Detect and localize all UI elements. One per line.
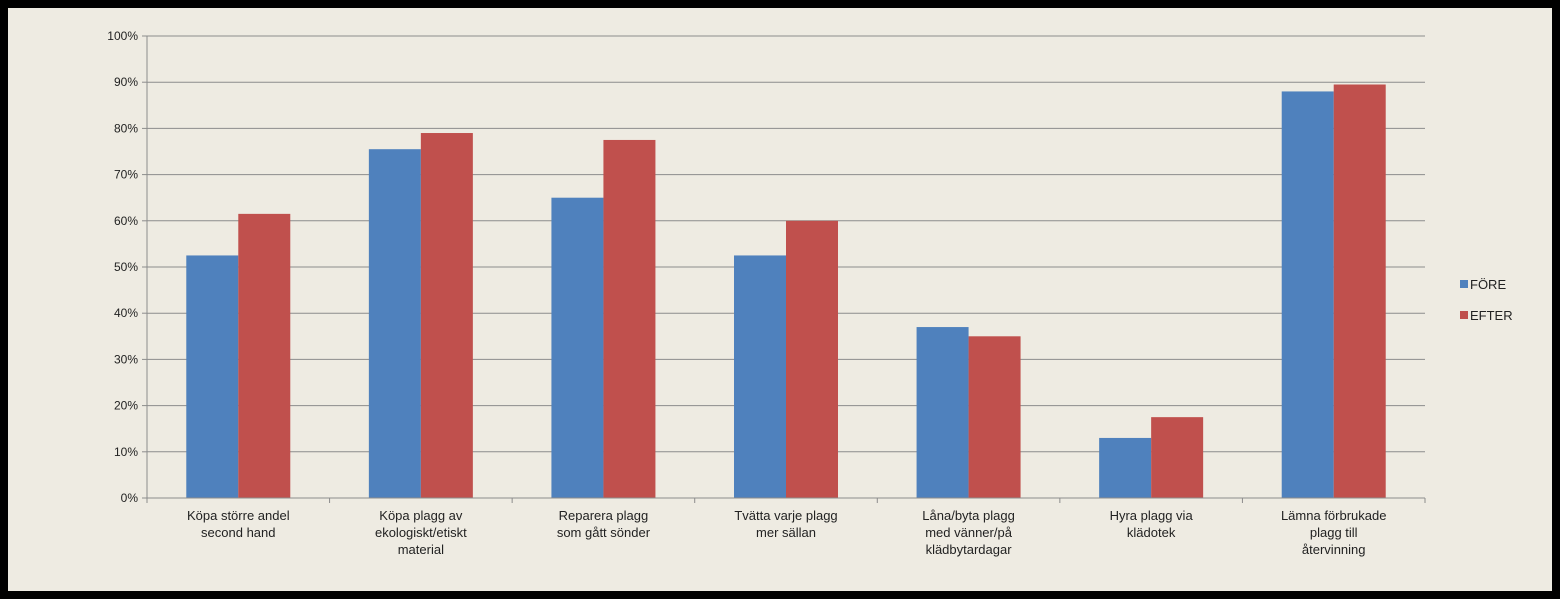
x-category-label: som gått sönder: [557, 525, 651, 540]
y-tick-label: 60%: [114, 214, 138, 228]
bar-fore: [551, 197, 604, 498]
x-category-label: ekologiskt/etiskt: [375, 525, 467, 540]
bar-efter: [1333, 84, 1386, 498]
bar-efter: [968, 336, 1021, 498]
x-category-label: Låna/byta plagg: [922, 508, 1015, 523]
y-tick-label: 10%: [114, 445, 138, 459]
x-category-label: klädotek: [1127, 525, 1176, 540]
y-tick-label: 90%: [114, 75, 138, 89]
bar-fore: [734, 255, 786, 498]
chart-area: 0% 10% 20% 30% 40% 50% 60% 70% 80% 90% 100% Köpa st…: [8, 8, 1552, 591]
legend-swatch: [1460, 280, 1468, 288]
y-tick-label: 100%: [107, 29, 138, 43]
x-category-label: mer sällan: [756, 525, 816, 540]
y-tick-label: 20%: [114, 399, 138, 413]
bar-efter: [603, 139, 656, 498]
legend-label: FÖRE: [1470, 277, 1506, 292]
x-category-label: Reparera plagg: [559, 508, 649, 523]
x-category-label: Köpa större andel: [187, 508, 290, 523]
bar-fore: [368, 149, 421, 498]
x-category-label: med vänner/på: [925, 525, 1012, 540]
x-category-label: Köpa plagg av: [379, 508, 463, 523]
y-tick-label: 80%: [114, 121, 138, 135]
legend-swatch: [1460, 311, 1468, 319]
y-tick-label: 30%: [114, 352, 138, 366]
bar-efter: [786, 220, 838, 499]
x-category-label: second hand: [201, 525, 275, 540]
bar-efter: [238, 213, 291, 498]
x-category-label: material: [398, 542, 444, 557]
x-category-label: plagg till: [1310, 525, 1358, 540]
y-tick-label: 40%: [114, 306, 138, 320]
bar-fore: [186, 255, 239, 498]
bar-fore: [1281, 91, 1334, 498]
bar-fore: [916, 327, 969, 498]
x-category-label: Tvätta varje plagg: [734, 508, 837, 523]
y-tick-label: 50%: [114, 260, 138, 274]
bar-efter: [1151, 417, 1204, 498]
x-category-label: återvinning: [1302, 542, 1366, 557]
y-tick-label: 0%: [121, 491, 139, 505]
y-tick-label: 70%: [114, 168, 138, 182]
x-category-label: klädbytardagar: [926, 542, 1013, 557]
x-category-label: Hyra plagg via: [1110, 508, 1194, 523]
legend-label: EFTER: [1470, 308, 1513, 323]
bar-fore: [1099, 437, 1152, 498]
x-category-label: Lämna förbrukade: [1281, 508, 1387, 523]
bar-chart: 0% 10% 20% 30% 40% 50% 60% 70% 80% 90% 100% Köpa st…: [107, 29, 1513, 557]
bar-efter: [420, 133, 473, 498]
